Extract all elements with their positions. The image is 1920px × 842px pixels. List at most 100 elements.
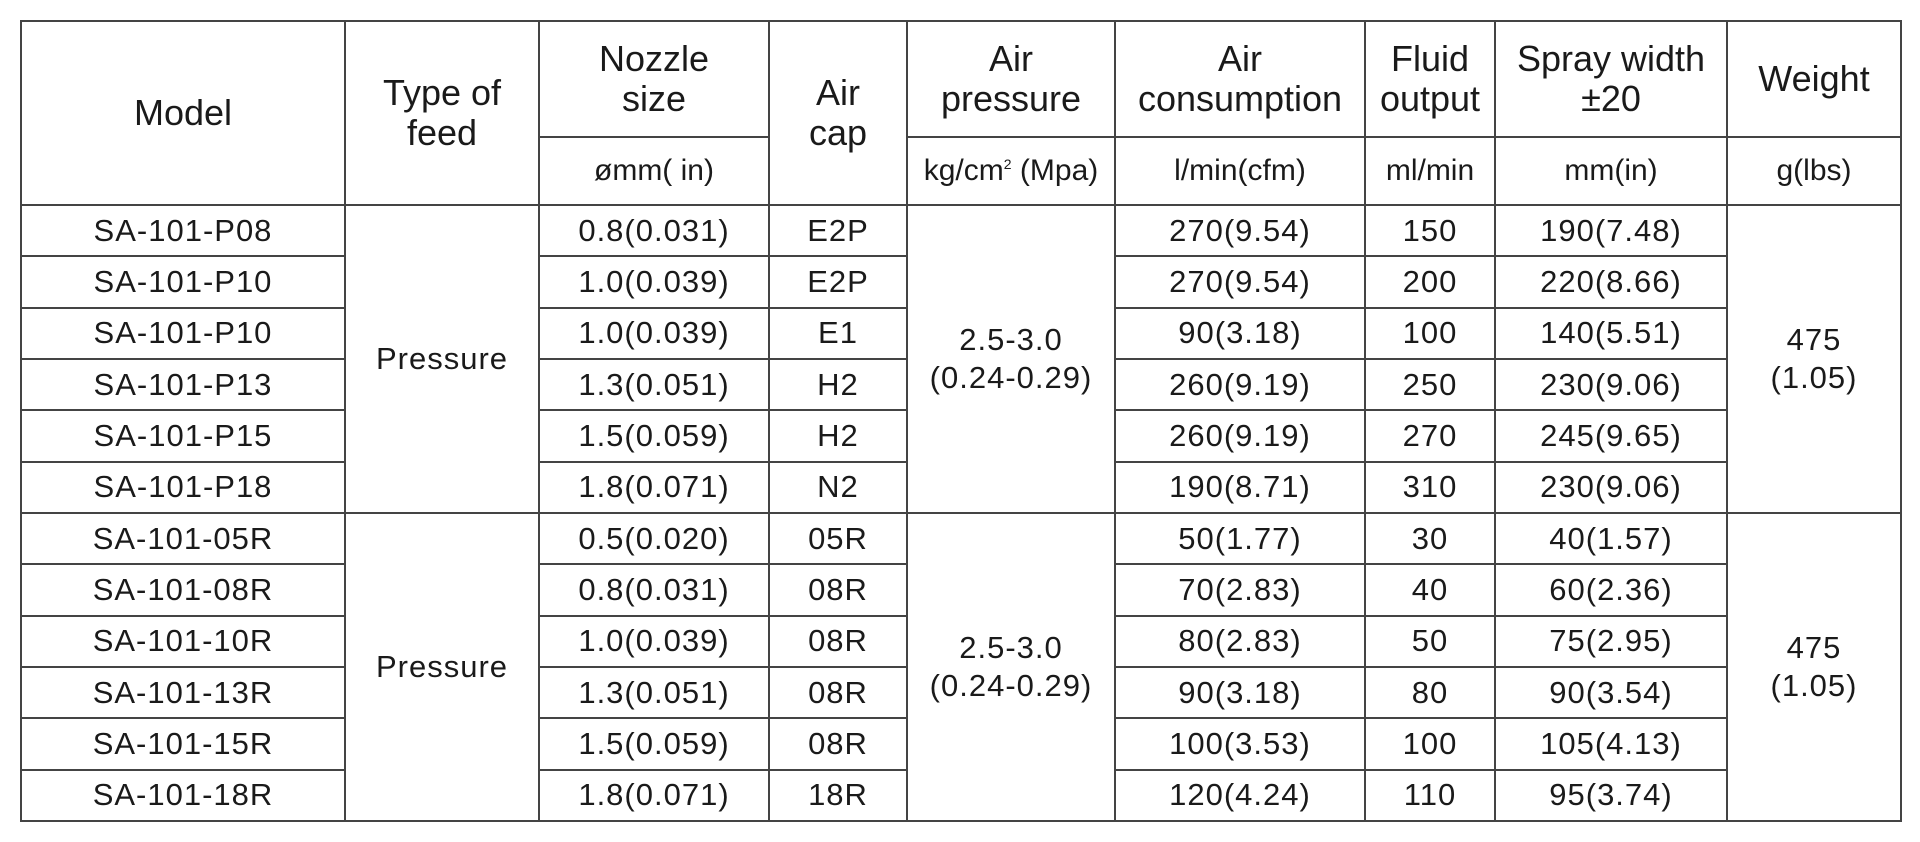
table-row: SA-101-15R 1.5(0.059) 08R 100(3.53) 100 105(4…: [20, 717, 1901, 771]
cell-air-cap: 08R: [768, 563, 908, 617]
table-row: SA-101-P18 1.8(0.071) N2 190(8.71) 310 230(9.…: [20, 460, 1901, 514]
cell-spray-width: 245(9.65): [1494, 409, 1728, 463]
cell-fluid-output: 150: [1364, 203, 1496, 258]
table-row: SA-101-05R Pressure 0.5(0.020) 05R 2.5-3.0 (0…: [20, 511, 1902, 823]
table-row: SA-101-P15 1.5(0.059) H2 260(9.19) 270 245(9.…: [20, 409, 1901, 463]
cell-air-cap: N2: [768, 460, 908, 514]
header-type-of-feed: Type of feed: [344, 20, 540, 206]
table-row: SA-101-10R 1.0(0.039) 08R 80(2.83) 50 75(2.95…: [20, 614, 1901, 668]
table-row: SA-101-P13 1.3(0.051) H2 260(9.19) 250 230(9.…: [20, 357, 1901, 412]
cell-model: SA-101-15R: [20, 717, 346, 771]
cell-air-consumption: 90(3.18): [1114, 665, 1366, 720]
unit-air-pressure: kg/cm2 (Mpa): [906, 136, 1116, 206]
header-air-cap: Air cap: [768, 20, 908, 206]
cell-spray-width: 90(3.54): [1494, 665, 1728, 720]
unit-weight: g(lbs): [1726, 136, 1902, 206]
cell-nozzle-size: 1.0(0.039): [538, 306, 770, 360]
unit-air-consumption: l/min(cfm): [1114, 136, 1366, 206]
cell-model: SA-101-05R: [20, 511, 346, 566]
table-row: SA-101-P10 1.0(0.039) E2P 270(9.54) 200 220(8…: [20, 255, 1901, 309]
header-nozzle-size: Nozzle size: [538, 20, 770, 138]
table-row: SA-101-P08 Pressure 0.8(0.031) E2P 2.5-3.0 (0…: [20, 203, 1902, 514]
cell-air-consumption: 50(1.77): [1114, 511, 1366, 566]
cell-nozzle-size: 1.0(0.039): [538, 255, 770, 309]
cell-air-consumption: 80(2.83): [1114, 614, 1366, 668]
cell-air-pressure: 2.5-3.0 (0.24-0.29): [906, 511, 1116, 823]
header-model: Model: [20, 20, 346, 206]
table-row: SA-101-13R 1.3(0.051) 08R 90(3.18) 80 90(3.54…: [20, 665, 1901, 720]
cell-air-cap: E1: [768, 306, 908, 360]
cell-spray-width: 230(9.06): [1494, 460, 1728, 514]
cell-air-cap: 18R: [768, 768, 908, 823]
cell-fluid-output: 30: [1364, 511, 1496, 566]
cell-air-consumption: 190(8.71): [1114, 460, 1366, 514]
cell-model: SA-101-13R: [20, 665, 346, 720]
header-air-consumption: Air consumption: [1114, 20, 1366, 138]
cell-spray-width: 60(2.36): [1494, 563, 1728, 617]
cell-model: SA-101-P13: [20, 357, 346, 412]
table-row: SA-101-18R 1.8(0.071) 18R 120(4.24) 110 95(3.…: [20, 768, 1901, 823]
cell-air-cap: 08R: [768, 717, 908, 771]
cell-air-cap: 08R: [768, 665, 908, 720]
header-air-pressure: Air pressure: [906, 20, 1116, 138]
cell-nozzle-size: 1.3(0.051): [538, 665, 770, 720]
cell-nozzle-size: 1.0(0.039): [538, 614, 770, 668]
cell-model: SA-101-P10: [20, 306, 346, 360]
cell-weight: 475 (1.05): [1726, 511, 1902, 823]
table-header: Model Type of feed Nozzle size Air cap A…: [20, 20, 1902, 206]
cell-air-cap: H2: [768, 357, 908, 412]
cell-spray-width: 40(1.57): [1494, 511, 1728, 566]
cell-weight: 475 (1.05): [1726, 204, 1902, 514]
cell-model: SA-101-10R: [20, 614, 346, 668]
cell-nozzle-size: 0.5(0.020): [538, 511, 770, 566]
header-weight: Weight: [1726, 20, 1902, 138]
cell-fluid-output: 50: [1364, 614, 1496, 668]
cell-spray-width: 220(8.66): [1494, 255, 1728, 309]
cell-air-cap: H2: [768, 409, 908, 463]
unit-fluid-output: ml/min: [1364, 136, 1496, 206]
cell-nozzle-size: 1.8(0.071): [538, 768, 770, 823]
cell-air-consumption: 90(3.18): [1114, 306, 1366, 360]
cell-model: SA-101-08R: [20, 563, 346, 617]
header-spray-width: Spray width ±20: [1494, 20, 1728, 138]
cell-nozzle-size: 1.5(0.059): [538, 409, 770, 463]
cell-air-cap: 08R: [768, 614, 908, 668]
cell-fluid-output: 100: [1364, 717, 1496, 771]
cell-model: SA-101-P10: [20, 255, 346, 309]
cell-spray-width: 95(3.74): [1494, 768, 1728, 823]
cell-nozzle-size: 1.3(0.051): [538, 357, 770, 412]
cell-model: SA-101-18R: [20, 768, 346, 823]
cell-model: SA-101-P15: [20, 409, 346, 463]
cell-fluid-output: 200: [1364, 255, 1496, 309]
cell-type-of-feed: Pressure: [344, 204, 540, 514]
cell-air-cap: E2P: [768, 203, 908, 258]
cell-air-consumption: 120(4.24): [1114, 768, 1366, 823]
cell-fluid-output: 250: [1364, 357, 1496, 412]
unit-nozzle: ømm( in): [538, 136, 770, 206]
cell-fluid-output: 100: [1364, 306, 1496, 360]
cell-nozzle-size: 0.8(0.031): [538, 203, 770, 258]
spec-table: Model Type of feed Nozzle size Air cap A…: [20, 20, 1902, 823]
cell-spray-width: 75(2.95): [1494, 614, 1728, 668]
cell-spray-width: 190(7.48): [1494, 203, 1728, 258]
cell-air-cap: 05R: [768, 511, 908, 566]
cell-nozzle-size: 0.8(0.031): [538, 563, 770, 617]
cell-fluid-output: 310: [1364, 460, 1496, 514]
cell-type-of-feed: Pressure: [344, 511, 540, 823]
cell-spray-width: 140(5.51): [1494, 306, 1728, 360]
cell-air-consumption: 260(9.19): [1114, 409, 1366, 463]
cell-fluid-output: 270: [1364, 409, 1496, 463]
cell-spray-width: 105(4.13): [1494, 717, 1728, 771]
cell-nozzle-size: 1.5(0.059): [538, 717, 770, 771]
cell-air-consumption: 70(2.83): [1114, 563, 1366, 617]
cell-spray-width: 230(9.06): [1494, 357, 1728, 412]
cell-model: SA-101-P18: [20, 460, 346, 514]
cell-nozzle-size: 1.8(0.071): [538, 460, 770, 514]
cell-air-consumption: 100(3.53): [1114, 717, 1366, 771]
cell-air-consumption: 270(9.54): [1114, 255, 1366, 309]
cell-air-consumption: 260(9.19): [1114, 357, 1366, 412]
cell-model: SA-101-P08: [20, 203, 346, 258]
cell-air-consumption: 270(9.54): [1114, 203, 1366, 258]
table-row: SA-101-P10 1.0(0.039) E1 90(3.18) 100 140(5.5…: [20, 306, 1901, 360]
cell-fluid-output: 40: [1364, 563, 1496, 617]
